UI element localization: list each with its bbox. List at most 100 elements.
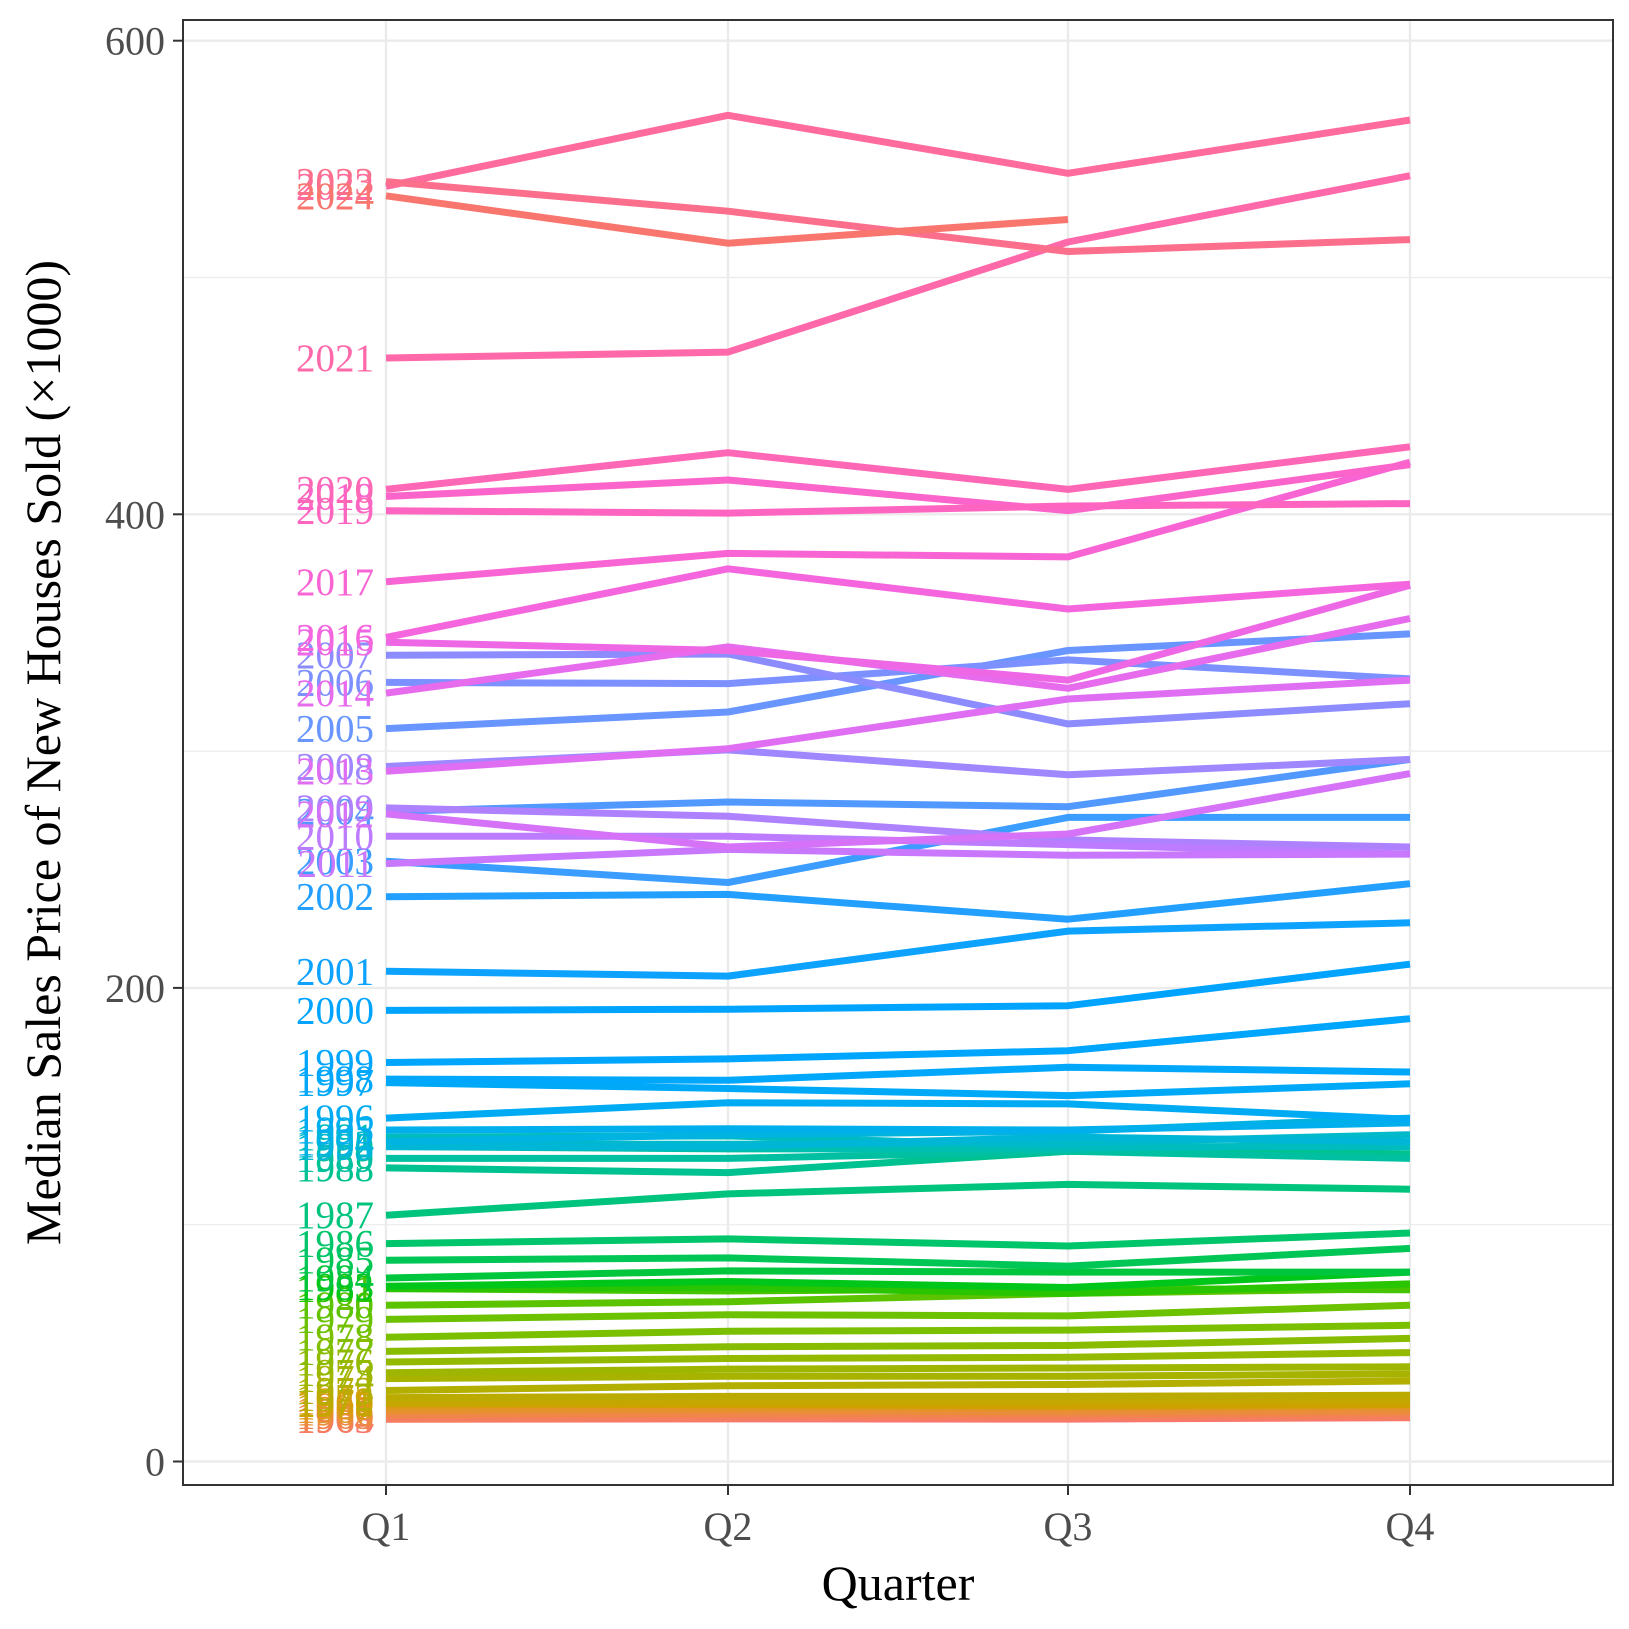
series-line-1982: [385, 1280, 1411, 1297]
series-line-1978: [385, 1321, 1411, 1341]
y-axis-title: Median Sales Price of New Houses Sold (×…: [15, 260, 71, 1245]
series-label-1994: 1994: [296, 1121, 374, 1164]
series-line-2015: [385, 581, 1411, 684]
y-tick-label: 200: [105, 966, 165, 1011]
series-lines: [385, 111, 1411, 1423]
series-label-1976: 1976: [296, 1341, 374, 1384]
series-label-1998: 1998: [296, 1058, 374, 1101]
series-line-2013: [385, 676, 1411, 775]
series-label-1967: 1967: [296, 1388, 374, 1431]
series-line-2001: [385, 919, 1411, 980]
series-line-1987: [385, 1180, 1411, 1219]
series-label-1983: 1983: [296, 1265, 374, 1308]
series-label-1985: 1985: [296, 1239, 374, 1282]
series-label-1975: 1975: [296, 1352, 374, 1395]
series-line-1974: [385, 1370, 1411, 1383]
series-line-2002: [385, 880, 1411, 923]
series-line-1998: [385, 1063, 1411, 1084]
series-label-1982: 1982: [296, 1268, 374, 1311]
series-label-1970: 1970: [296, 1383, 374, 1426]
series-label-1969: 1969: [296, 1380, 374, 1423]
series-line-2000: [385, 960, 1411, 1014]
series-label-2024: 2024: [296, 175, 374, 218]
series-label-1968: 1968: [296, 1385, 374, 1428]
series-label-2007: 2007: [296, 634, 374, 677]
series-label-1972: 1972: [296, 1377, 374, 1420]
series-label-1980: 1980: [296, 1284, 374, 1327]
series-line-1986: [385, 1229, 1411, 1250]
series-label-2005: 2005: [296, 708, 374, 751]
series-label-1966: 1966: [296, 1391, 374, 1434]
series-line-2009: [385, 804, 1411, 851]
series-line-1979: [385, 1301, 1411, 1323]
series-line-2005: [385, 630, 1411, 733]
series-label-2017: 2017: [296, 561, 374, 604]
series-labels: 1963196419651966196719681969197019711972…: [296, 161, 374, 1442]
series-label-2016: 2016: [296, 616, 374, 659]
series-label-1979: 1979: [296, 1298, 374, 1341]
series-label-1991: 1991: [296, 1116, 374, 1159]
series-line-2020: [385, 443, 1411, 493]
series-label-1981: 1981: [296, 1268, 374, 1311]
series-label-2003: 2003: [296, 840, 374, 883]
series-label-2020: 2020: [296, 468, 374, 511]
series-line-2016: [385, 565, 1411, 641]
series-line-1977: [385, 1334, 1411, 1355]
series-line-2006: [385, 656, 1411, 688]
series-label-1988: 1988: [296, 1147, 374, 1190]
y-tick-label: 400: [105, 492, 165, 537]
series-line-1972: [385, 1391, 1411, 1402]
series-label-2001: 2001: [296, 950, 374, 993]
gridlines: [183, 20, 1613, 1485]
series-label-1989: 1989: [296, 1137, 374, 1180]
series-line-2022: [385, 111, 1411, 190]
series-line-1997: [385, 1079, 1411, 1100]
series-label-1992: 1992: [296, 1123, 374, 1166]
series-label-2014: 2014: [296, 672, 374, 715]
series-label-1995: 1995: [296, 1109, 374, 1152]
series-line-2007: [385, 650, 1411, 728]
series-label-1965: 1965: [296, 1394, 374, 1437]
series-line-1973: [385, 1377, 1411, 1394]
series-line-1975: [385, 1363, 1411, 1377]
series-label-1993: 1993: [296, 1126, 374, 1169]
series-label-2022: 2022: [296, 165, 374, 208]
series-label-2011: 2011: [297, 843, 374, 886]
series-line-2011: [385, 845, 1411, 868]
axes: 0 200 400 600 Q1 Q2 Q3 Q4: [105, 19, 1434, 1549]
series-line-2004: [385, 755, 1411, 815]
series-line-1995: [385, 1119, 1411, 1134]
series-label-2012: 2012: [296, 793, 374, 836]
series-line-1976: [385, 1349, 1411, 1366]
series-label-2004: 2004: [296, 791, 374, 834]
series-label-1977: 1977: [296, 1330, 374, 1373]
series-label-2015: 2015: [296, 621, 374, 664]
series-label-1987: 1987: [296, 1194, 374, 1237]
x-tick-label: Q3: [1044, 1504, 1093, 1549]
series-line-2019: [385, 500, 1411, 517]
series-line-2018: [385, 461, 1411, 515]
series-line-1983: [385, 1268, 1411, 1291]
series-line-1984: [385, 1267, 1410, 1282]
series-label-1978: 1978: [296, 1316, 374, 1359]
series-line-2021: [385, 172, 1411, 362]
series-line-2012: [385, 770, 1411, 851]
series-label-1997: 1997: [296, 1062, 374, 1105]
series-label-1996: 1996: [296, 1097, 374, 1140]
series-label-1971: 1971: [296, 1381, 374, 1424]
series-label-1963: 1963: [296, 1398, 374, 1441]
series-line-2017: [385, 458, 1411, 586]
series-line-1985: [385, 1244, 1411, 1270]
series-label-2002: 2002: [296, 876, 374, 919]
series-label-1974: 1974: [296, 1358, 374, 1401]
series-label-2018: 2018: [296, 476, 374, 519]
series-label-2010: 2010: [296, 815, 374, 858]
series-label-1964: 1964: [296, 1398, 374, 1441]
x-axis-title: Quarter: [822, 1555, 975, 1611]
y-tick-label: 0: [145, 1440, 165, 1485]
series-label-1973: 1973: [296, 1370, 374, 1413]
series-label-2013: 2013: [296, 750, 374, 793]
panel-border: [182, 19, 1614, 1486]
x-tick-label: Q1: [362, 1504, 411, 1549]
